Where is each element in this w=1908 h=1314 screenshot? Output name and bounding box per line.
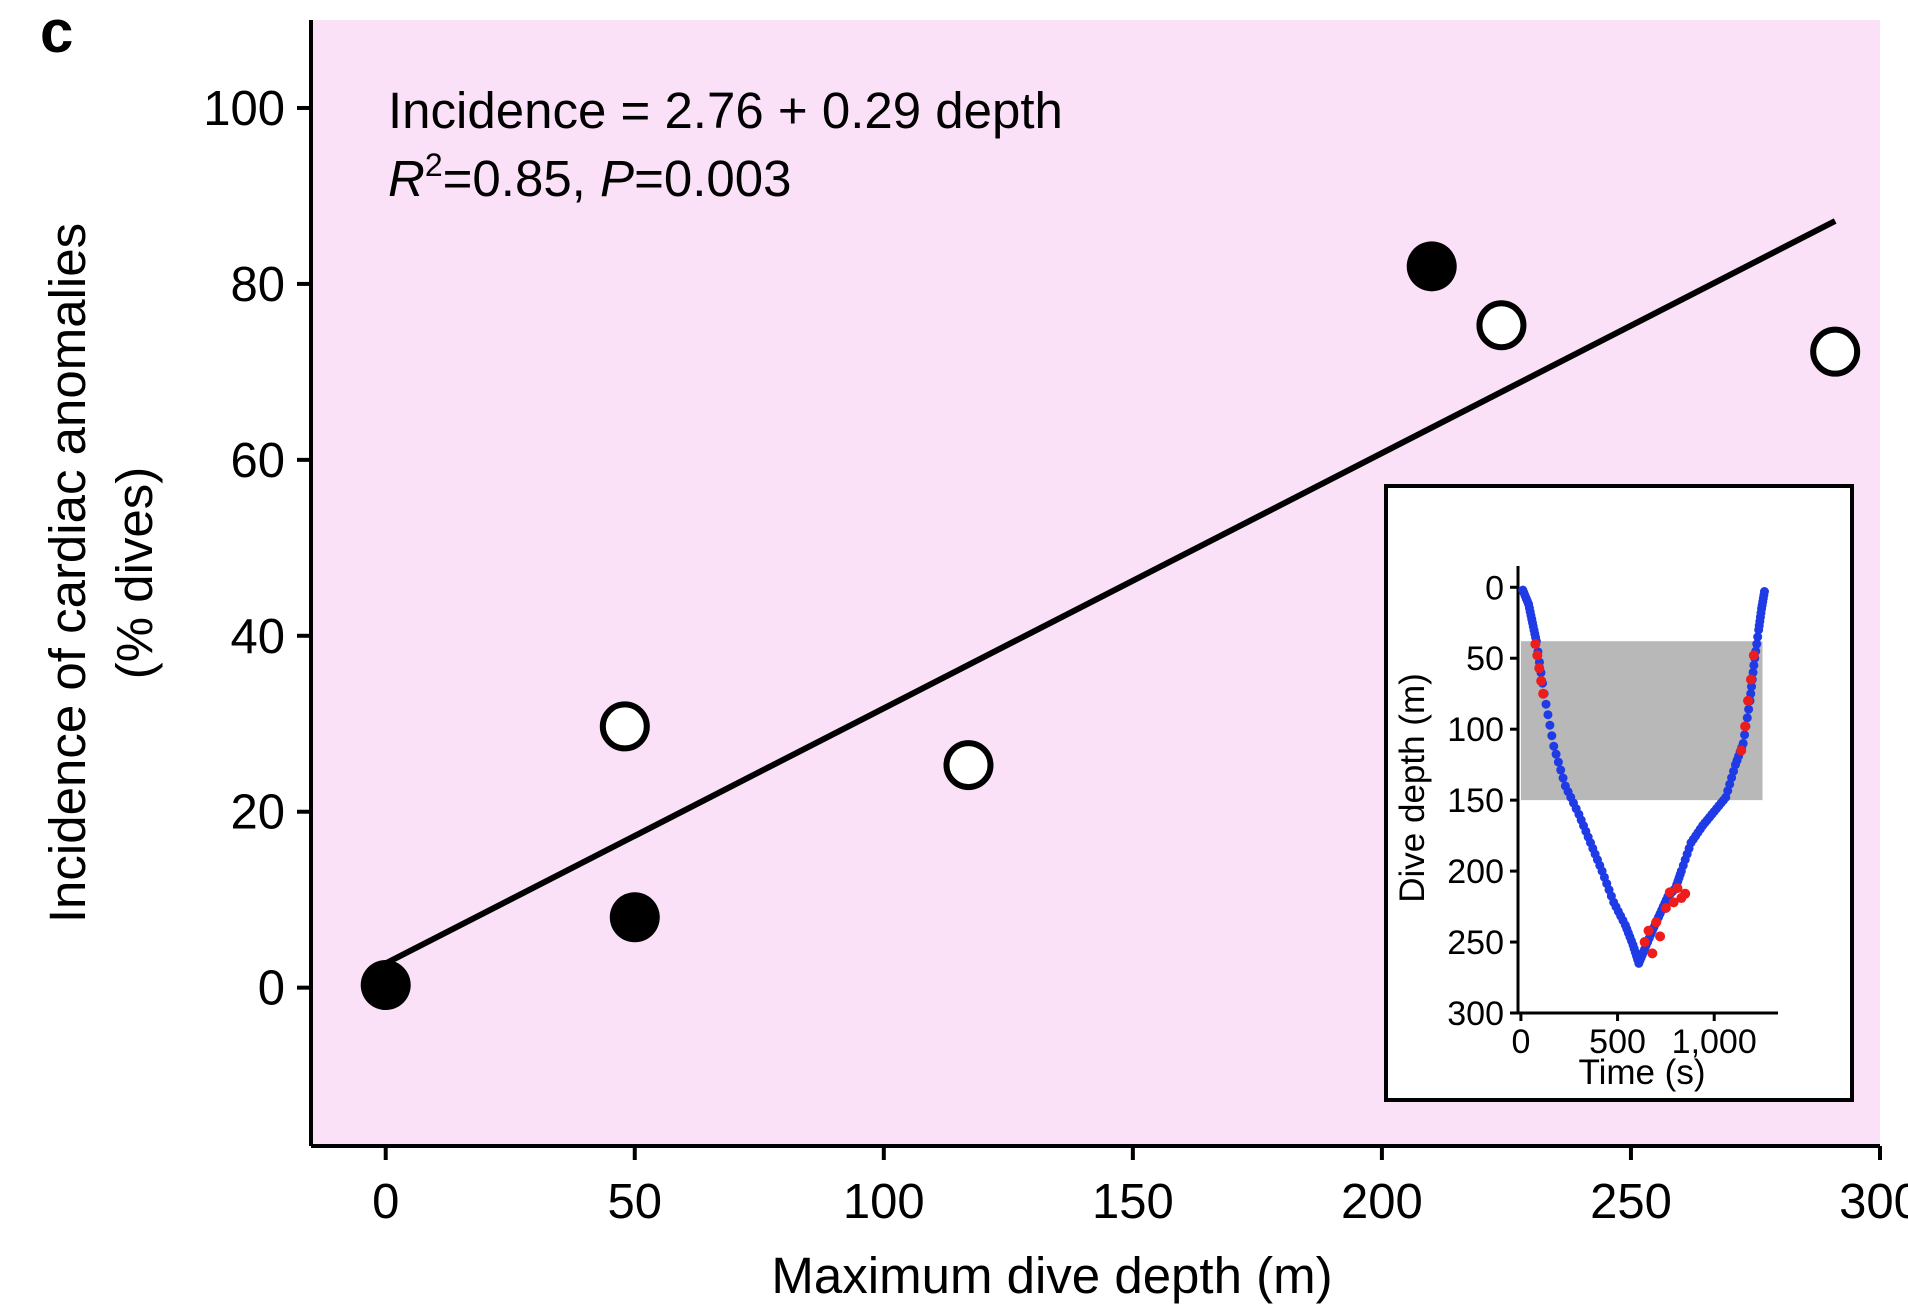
r-symbol: R (388, 150, 425, 207)
inset-shaded-band (1520, 641, 1763, 801)
regression-line (384, 218, 1837, 967)
y-tick-label: 0 (258, 962, 285, 1016)
inset-x-tick-label: 500 (1589, 1023, 1646, 1061)
x-tick-label: 50 (608, 1175, 663, 1229)
inset-x-tick-label: 0 (1511, 1023, 1530, 1061)
inset-y-ticks: 0 50 100 150 200 250 300 (1447, 569, 1518, 1033)
anomaly-point (1740, 721, 1751, 732)
anomaly-point (1532, 650, 1543, 661)
profile-point (1543, 710, 1553, 720)
profile-point (1541, 699, 1551, 709)
filled-point (609, 892, 660, 943)
anomaly-point (1672, 883, 1683, 894)
open-point (1810, 326, 1861, 377)
y-tick-label: 100 (203, 82, 285, 136)
inset-x-axis-title: Time (s) (1578, 1053, 1705, 1092)
y-axis-title-line1: Incidence of cardiac anomalies (39, 223, 96, 923)
y-tick-label: 80 (230, 258, 285, 312)
profile-point (1749, 660, 1759, 670)
filled-point (1406, 241, 1457, 292)
regression-stats: R2=0.85, P=0.003 (388, 147, 791, 207)
p-value: =0.003 (634, 150, 791, 207)
anomaly-point (1647, 948, 1658, 959)
anomaly-point (1736, 745, 1747, 756)
inset-y-tick-label: 0 (1485, 569, 1504, 607)
inset-plot: 0 50 100 150 200 250 300 0 500 1,000 Time (s) Di… (1384, 484, 1854, 1102)
y-tick-label: 60 (230, 434, 285, 488)
anomaly-point (1745, 674, 1756, 685)
anomaly-point (1743, 695, 1754, 706)
anomaly-point (1668, 897, 1679, 908)
panel-label: c (40, 0, 73, 65)
r-value: =0.85, (443, 150, 600, 207)
inset-y-tick-label: 150 (1447, 782, 1504, 820)
profile-point (1744, 704, 1754, 714)
anomaly-point (1639, 937, 1650, 948)
inset-y-tick-label: 250 (1447, 924, 1504, 962)
y-axis-ticks: 0 20 40 60 80 100 (203, 82, 311, 1016)
open-point (943, 740, 994, 791)
inset-y-tick-label: 200 (1447, 853, 1504, 891)
x-axis-ticks: 0 50 100 150 200 250 300 (372, 1146, 1908, 1229)
anomaly-point (1643, 925, 1654, 936)
anomaly-point (1660, 902, 1671, 913)
anomaly-point (1664, 887, 1675, 898)
main-axes (309, 20, 1880, 1148)
profile-point (1547, 731, 1557, 741)
r-exponent: 2 (425, 147, 443, 183)
anomaly-point (1538, 688, 1549, 699)
x-tick-label: 0 (372, 1175, 399, 1229)
profile-point (1759, 587, 1769, 597)
x-tick-label: 250 (1590, 1175, 1672, 1229)
y-tick-label: 20 (230, 786, 285, 840)
profile-point (1556, 765, 1566, 775)
open-point (1476, 300, 1527, 351)
inset-y-tick-label: 50 (1466, 640, 1504, 678)
profile-point (1558, 773, 1568, 783)
profile-point (1551, 749, 1561, 759)
regression-equation: Incidence = 2.76 + 0.29 depth (388, 82, 1063, 139)
anomaly-point (1536, 675, 1547, 686)
profile-point (1549, 741, 1559, 751)
x-tick-label: 300 (1839, 1175, 1908, 1229)
profile-point (1545, 720, 1555, 730)
anomaly-point (1534, 663, 1545, 674)
x-tick-label: 150 (1092, 1175, 1174, 1229)
inset-y-tick-label: 300 (1447, 995, 1504, 1033)
inset-y-tick-label: 100 (1447, 711, 1504, 749)
profile-point (1753, 632, 1763, 642)
anomaly-point (1655, 931, 1666, 942)
profile-point (1742, 713, 1752, 723)
inset-anomaly-points (1530, 639, 1759, 959)
x-tick-label: 100 (843, 1175, 925, 1229)
open-point (599, 701, 650, 752)
inset-x-tick-label: 1,000 (1672, 1023, 1757, 1061)
p-symbol: P (600, 150, 634, 207)
anomaly-point (1651, 917, 1662, 928)
y-tick-label: 40 (230, 610, 285, 664)
y-axis-title-line2: (% dives) (106, 467, 163, 680)
x-axis-title: Maximum dive depth (m) (771, 1247, 1332, 1304)
anomaly-point (1530, 639, 1541, 650)
profile-point (1740, 730, 1750, 740)
profile-point (1752, 639, 1762, 649)
x-tick-label: 200 (1341, 1175, 1423, 1229)
anomaly-point (1748, 650, 1759, 661)
filled-point (360, 960, 411, 1011)
inset-axes (1516, 566, 1778, 1015)
inset-x-ticks: 0 500 1,000 (1511, 1013, 1757, 1061)
data-points (360, 241, 1861, 1011)
anomaly-point (1680, 888, 1691, 899)
profile-point (1747, 682, 1757, 692)
inset-y-axis-title: Dive depth (m) (1393, 673, 1432, 903)
profile-point (1553, 757, 1563, 767)
